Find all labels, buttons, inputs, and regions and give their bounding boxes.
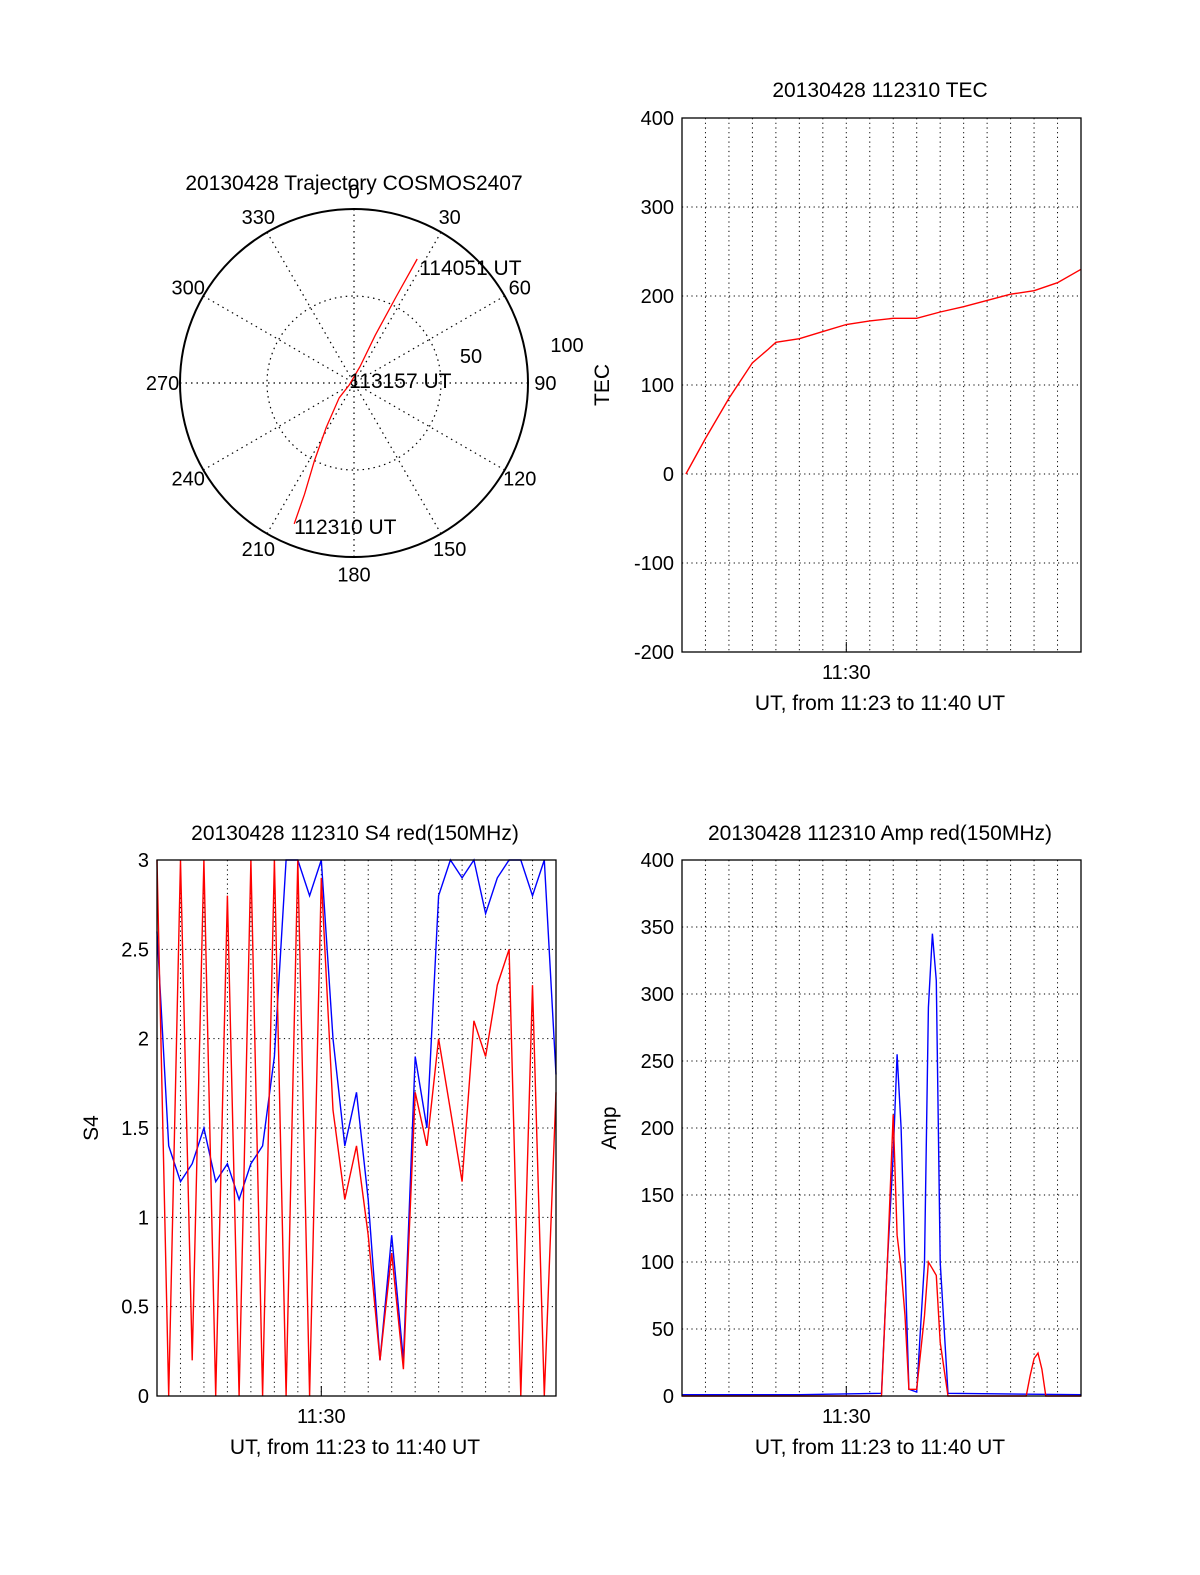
amp-xtick-label: 11:30 (822, 1406, 871, 1428)
polar-angle-label: 210 (242, 539, 275, 561)
polar-angle-label: 330 (242, 207, 275, 229)
tec-plot: 400 300 200 100 0 -100 -200 11:30 20130428 1123… (591, 79, 1082, 715)
s4-ytick-label: 3 (138, 850, 149, 872)
polar-angle-label: 60 (509, 277, 531, 299)
s4-ylabel: S4 (80, 1115, 103, 1141)
amp-ytick-label: 100 (641, 1252, 674, 1274)
tec-ytick-label: 200 (641, 286, 674, 308)
trajectory-line (293, 258, 418, 525)
s4-ytick-label: 2 (138, 1029, 149, 1051)
polar-angle-label: 120 (503, 469, 536, 491)
polar-inner-circle (266, 295, 442, 471)
polar-angle-label: 240 (172, 469, 205, 491)
amp-ylabel: Amp (598, 1106, 621, 1149)
amp-ytick-label: 250 (641, 1051, 674, 1073)
tec-ytick-label: 100 (641, 375, 674, 397)
polar-trajectory-plot: 20130428 Trajectory COSMOS2407 0 30 60 90 12… (146, 172, 584, 586)
polar-radial-label: 50 (460, 346, 482, 368)
tec-ytick-label: 400 (641, 108, 674, 130)
s4-title: 20130428 112310 S4 red(150MHz) (191, 822, 519, 845)
tec-frame (681, 117, 1082, 653)
s4-ytick-label: 1 (138, 1207, 149, 1229)
polar-angle-label: 90 (534, 373, 556, 395)
tec-ytick-label: -200 (634, 642, 674, 664)
s4-series-0 (156, 858, 557, 1361)
s4-xtick-label: 11:30 (297, 1406, 346, 1428)
polar-radial-label: 100 (550, 335, 583, 357)
tec-ylabel: TEC (591, 364, 614, 406)
polar-angle-label: 270 (146, 373, 179, 395)
s4-frame (156, 859, 557, 1397)
amp-ytick-label: 400 (641, 850, 674, 872)
amp-series-1 (682, 1114, 1081, 1397)
amp-ytick-label: 50 (652, 1319, 674, 1341)
tec-series-0 (685, 268, 1082, 475)
polar-angle-label: 30 (439, 207, 461, 229)
tec-ytick-label: -100 (634, 553, 674, 575)
trajectory-time-label: 113157 UT (349, 370, 452, 393)
amp-plot: 400 350 300 250 200 150 100 50 0 11:30 20130428 1… (598, 822, 1082, 1459)
tec-title: 20130428 112310 TEC (772, 79, 987, 102)
s4-series-1 (156, 859, 557, 1397)
amp-series-0 (682, 933, 1082, 1396)
s4-ytick-label: 2.5 (121, 939, 149, 961)
amp-frame (681, 859, 1082, 1397)
amp-ytick-label: 350 (641, 917, 674, 939)
s4-xlabel: UT, from 11:23 to 11:40 UT (230, 1436, 480, 1459)
s4-plot: 3 2.5 2 1.5 1 0.5 0 11:30 20130428 112310 S4 re… (80, 822, 557, 1459)
amp-ytick-label: 0 (663, 1386, 674, 1408)
tec-xlabel: UT, from 11:23 to 11:40 UT (755, 692, 1005, 715)
tec-xtick-label: 11:30 (822, 662, 871, 684)
polar-angle-label: 180 (337, 564, 370, 586)
amp-ytick-label: 300 (641, 984, 674, 1006)
amp-ytick-label: 200 (641, 1118, 674, 1140)
tec-ytick-label: 0 (663, 464, 674, 486)
polar-angle-label: 150 (433, 539, 466, 561)
amp-xlabel: UT, from 11:23 to 11:40 UT (755, 1436, 1005, 1459)
s4-ytick-label: 0 (138, 1386, 149, 1408)
trajectory-time-label: 114051 UT (419, 257, 522, 280)
trajectory-time-label: 112310 UT (294, 516, 397, 539)
s4-ytick-label: 1.5 (121, 1118, 149, 1140)
tec-ytick-label: 300 (641, 197, 674, 219)
polar-angle-label: 0 (348, 182, 359, 204)
polar-title: 20130428 Trajectory COSMOS2407 (185, 172, 522, 195)
polar-angle-label: 300 (172, 277, 205, 299)
s4-ytick-label: 0.5 (121, 1297, 149, 1319)
amp-title: 20130428 112310 Amp red(150MHz) (708, 822, 1052, 845)
amp-ytick-label: 150 (641, 1185, 674, 1207)
